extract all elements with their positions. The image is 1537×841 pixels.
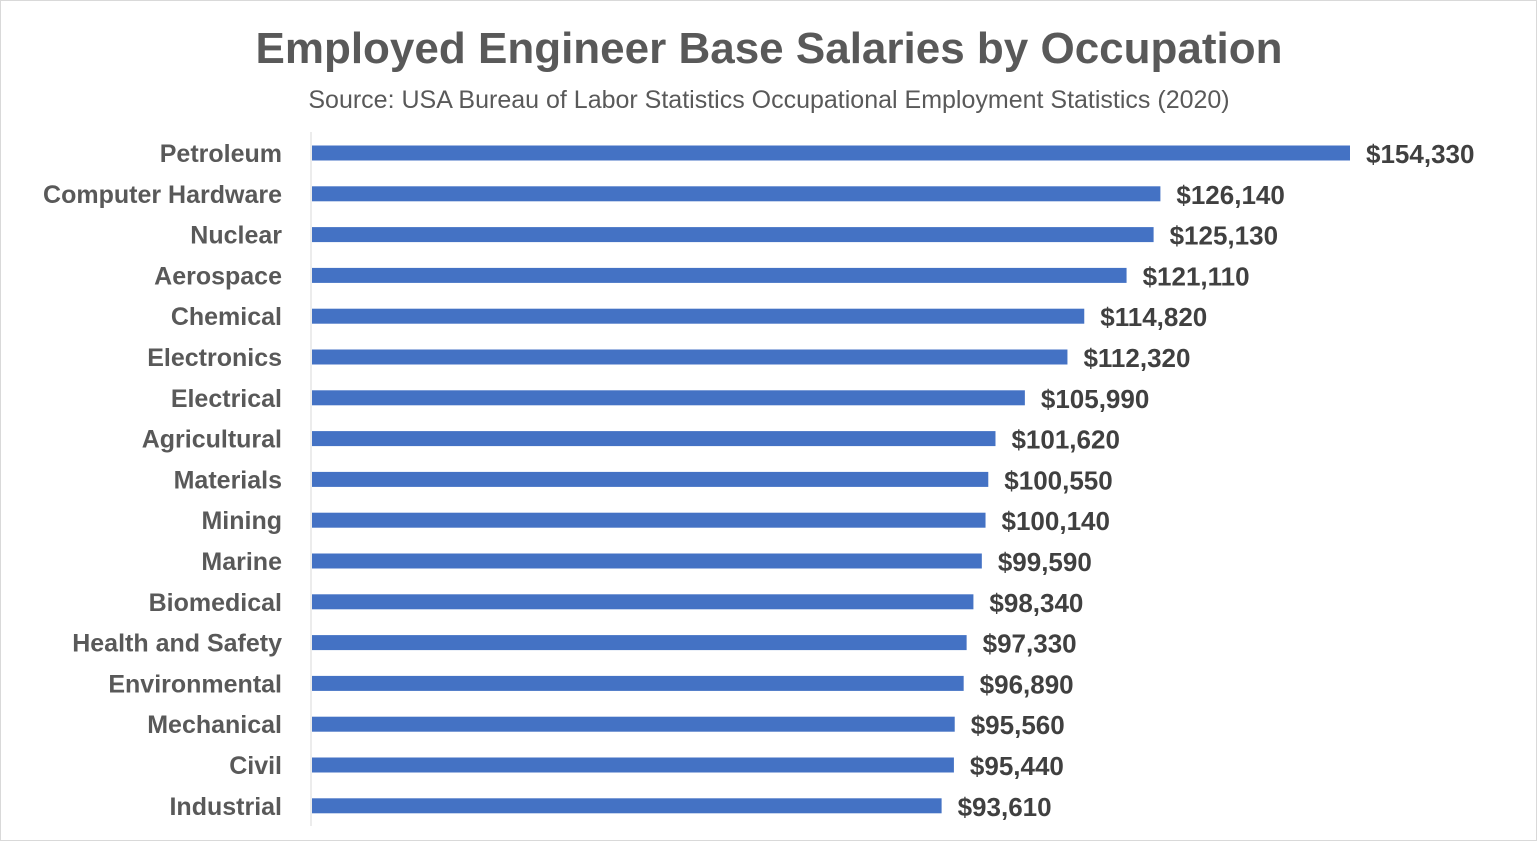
bar [312, 635, 967, 651]
value-label: $100,140 [1002, 506, 1110, 536]
category-label: Biomedical [149, 589, 282, 617]
bar [312, 431, 996, 447]
value-label: $96,890 [980, 669, 1074, 699]
value-label: $95,560 [971, 710, 1065, 740]
bar [312, 267, 1127, 283]
category-label: Aerospace [154, 262, 282, 290]
bar [312, 308, 1085, 324]
chart-title: Employed Engineer Base Salaries by Occup… [255, 24, 1282, 73]
value-label: $114,820 [1100, 302, 1207, 332]
category-label: Mining [201, 507, 282, 535]
value-label: $112,320 [1083, 343, 1190, 373]
value-label: $99,590 [998, 547, 1092, 577]
value-label: $154,330 [1366, 139, 1474, 169]
category-label: Electrical [171, 385, 282, 413]
bar [312, 757, 954, 773]
bar [312, 145, 1350, 161]
value-label: $97,330 [983, 629, 1077, 659]
bar [312, 594, 974, 610]
category-label: Electronics [147, 344, 282, 372]
bar [312, 553, 982, 569]
value-label: $121,110 [1143, 261, 1250, 291]
value-label: $101,620 [1011, 425, 1119, 455]
category-label: Health and Safety [72, 630, 282, 658]
category-label: Environmental [108, 670, 282, 698]
value-label: $125,130 [1170, 221, 1278, 251]
category-label: Computer Hardware [43, 181, 282, 209]
category-label: Industrial [169, 793, 282, 821]
category-label: Marine [201, 548, 282, 576]
bar [312, 471, 989, 487]
bar [312, 798, 942, 814]
bar [312, 512, 986, 528]
category-label: Mechanical [147, 711, 282, 739]
category-label: Civil [229, 752, 282, 780]
category-label: Petroleum [160, 140, 282, 168]
category-label: Agricultural [142, 426, 282, 454]
category-label: Chemical [171, 303, 282, 331]
chart-subtitle: Source: USA Bureau of Labor Statistics O… [308, 86, 1229, 114]
value-label: $126,140 [1176, 180, 1284, 210]
bar [312, 716, 955, 732]
value-label: $93,610 [958, 792, 1052, 822]
value-label: $98,340 [989, 588, 1083, 618]
value-label: $100,550 [1004, 465, 1112, 495]
bar [312, 675, 964, 691]
category-label: Nuclear [190, 222, 282, 250]
bar [312, 186, 1161, 202]
category-label: Materials [174, 466, 282, 494]
bar [312, 227, 1154, 243]
bars-group: Petroleum $154,330 Computer Hardware $126,1… [43, 139, 1474, 822]
value-label: $95,440 [970, 751, 1064, 781]
bar [312, 349, 1068, 365]
value-label: $105,990 [1041, 384, 1149, 414]
bar [312, 390, 1025, 406]
